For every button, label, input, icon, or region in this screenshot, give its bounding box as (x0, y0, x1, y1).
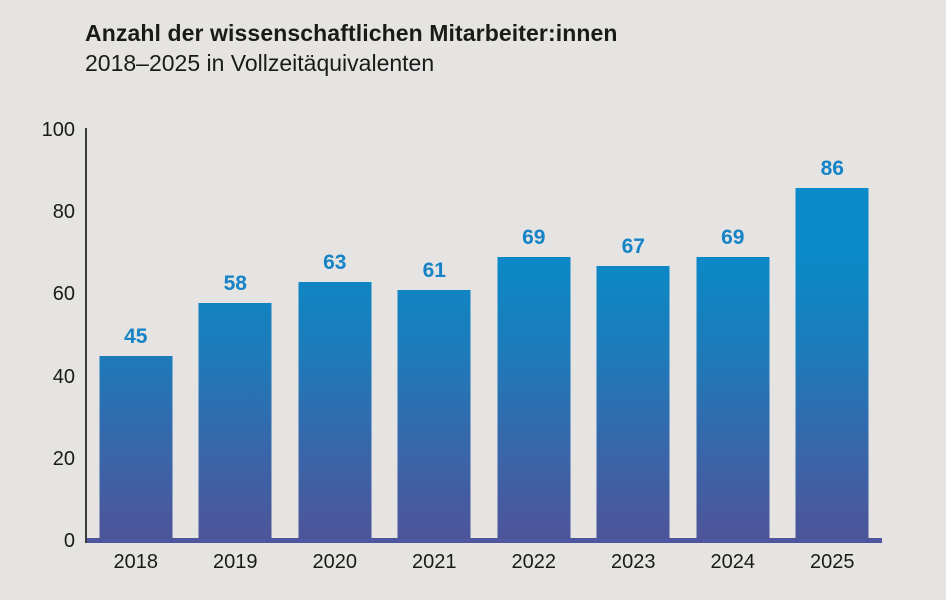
x-tick-label: 2018 (113, 551, 159, 573)
x-tick-label: 2020 (312, 551, 358, 573)
x-tick-label: 2022 (511, 551, 557, 573)
bar-value-label: 45 (124, 325, 148, 349)
chart-subtitle: 2018–2025 in Vollzeitäquivalenten (85, 50, 435, 76)
bar-2022 (497, 257, 571, 541)
bar-value-label: 63 (323, 251, 347, 275)
x-tick-label: 2023 (611, 551, 656, 573)
y-tick-label: 80 (52, 201, 75, 224)
bar-slot: 63 (285, 130, 385, 541)
chart-header: Anzahl der wissenschaftlichen Mitarbeite… (85, 18, 618, 78)
bar-slot: 61 (385, 130, 485, 541)
bar-slot: 69 (484, 130, 584, 541)
bar-value-label: 69 (721, 226, 745, 250)
y-tick-label: 20 (52, 447, 75, 470)
x-tick-label: 2019 (213, 551, 258, 573)
bar-value-label: 58 (223, 271, 247, 295)
bar-2025 (795, 187, 869, 541)
y-tick-label: 100 (41, 119, 75, 141)
bar-slot: 69 (683, 130, 783, 541)
bar-slot: 58 (186, 130, 286, 541)
bar-2021 (397, 290, 471, 541)
bar-value-label: 86 (820, 156, 844, 180)
bar-value-label: 61 (422, 259, 446, 283)
bar-2019 (198, 302, 272, 541)
x-tick-label: 2024 (710, 551, 756, 573)
bar-value-label: 69 (522, 226, 546, 250)
bar-2020 (298, 282, 372, 541)
y-axis-line (85, 128, 87, 543)
y-tick-label: 60 (52, 283, 75, 306)
x-tick-label: 2025 (810, 551, 855, 573)
chart-title: Anzahl der wissenschaftlichen Mitarbeite… (85, 20, 618, 46)
x-tick-label: 2021 (412, 551, 457, 573)
bars-group: 45 58 63 61 69 67 69 86 (86, 130, 882, 541)
bar-slot: 86 (783, 130, 883, 541)
y-tick-label: 40 (52, 365, 75, 388)
bar-slot: 67 (584, 130, 684, 541)
y-axis: 0 20 40 60 80 100 (14, 119, 75, 552)
bar-slot: 45 (86, 130, 186, 541)
x-axis-labels: 2018 2019 2020 2021 2022 2023 2024 2025 (86, 549, 882, 575)
bar-value-label: 67 (621, 234, 645, 258)
plot-area: 45 58 63 61 69 67 69 86 (85, 128, 882, 543)
bar-2023 (596, 265, 670, 541)
y-tick-label: 0 (63, 530, 75, 552)
x-axis-baseline (86, 538, 882, 543)
bar-2018 (99, 356, 173, 541)
bar-2024 (696, 257, 770, 541)
